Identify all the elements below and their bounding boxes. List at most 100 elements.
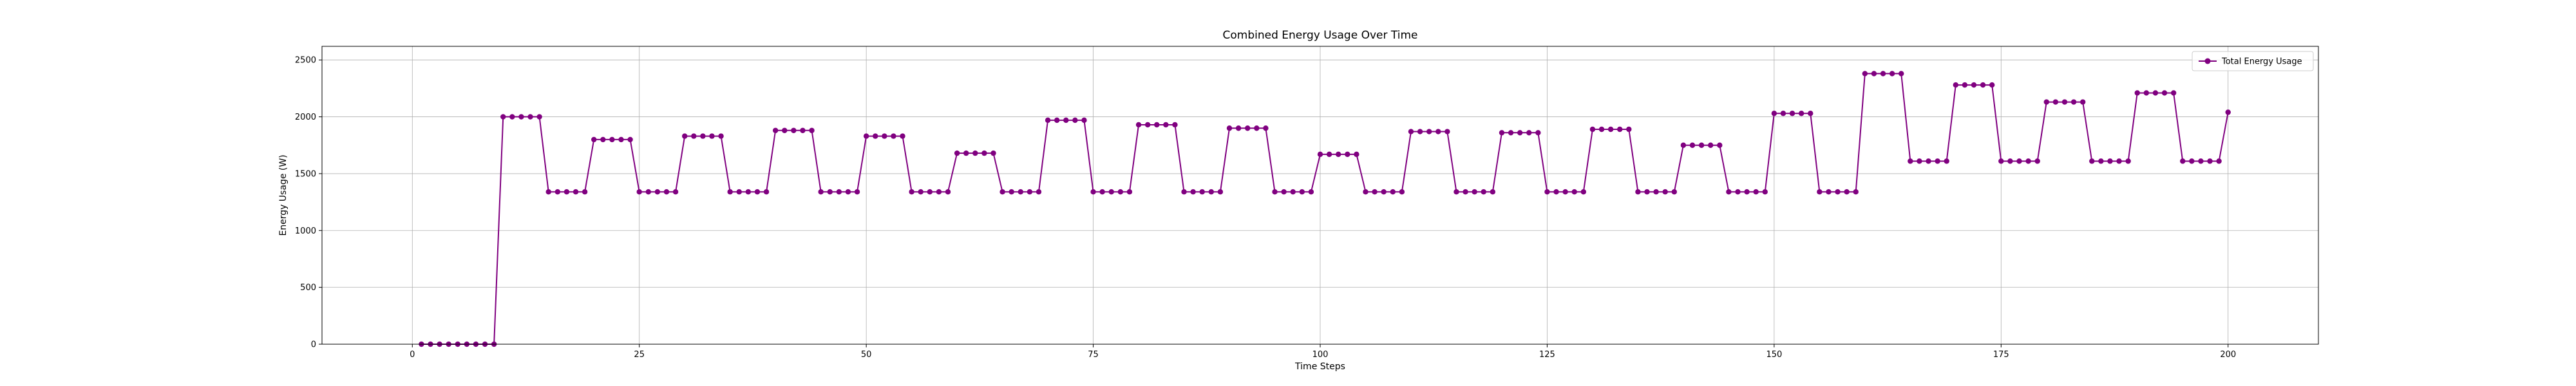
data-point-marker (1208, 189, 1215, 195)
data-point-marker (1771, 111, 1777, 116)
data-point-marker (2225, 109, 2231, 115)
data-point-marker (1354, 151, 1359, 158)
data-point-marker (1317, 151, 1323, 158)
data-point-marker (2170, 90, 2177, 96)
data-point-marker (1598, 126, 1605, 133)
y-axis-label: Energy Usage (W) (278, 154, 289, 235)
data-point-marker (927, 189, 933, 195)
data-point-marker (654, 189, 661, 195)
x-tick-label: 150 (1766, 350, 1782, 360)
data-point-marker (2143, 90, 2150, 96)
data-point-marker (1526, 130, 1532, 136)
data-point-marker (1953, 82, 1959, 88)
data-point-marker (1844, 189, 1850, 195)
data-point-marker (1689, 142, 1696, 148)
x-tick-label: 25 (634, 350, 645, 360)
data-point-marker (1072, 117, 1078, 124)
data-point-marker (1499, 130, 1505, 136)
data-point-marker (554, 189, 561, 195)
x-tick-label: 0 (410, 350, 415, 360)
x-tick-label: 50 (861, 350, 872, 360)
data-point-marker (1517, 130, 1523, 136)
x-tick-label: 75 (1088, 350, 1099, 360)
data-point-marker (1381, 189, 1387, 195)
data-point-marker (1290, 189, 1296, 195)
data-point-marker (600, 136, 606, 143)
data-point-marker (2152, 90, 2159, 96)
data-point-marker (1508, 130, 1514, 136)
data-point-marker (691, 133, 697, 139)
data-point-marker (1263, 125, 1269, 131)
data-point-marker (1408, 129, 1414, 134)
data-point-marker (2125, 158, 2131, 164)
data-point-marker (718, 133, 724, 139)
y-tick-label: 2000 (295, 113, 316, 122)
data-point-marker (2107, 158, 2113, 164)
data-point-marker (1435, 129, 1441, 134)
data-point-marker (1108, 189, 1114, 195)
data-point-marker (2034, 158, 2040, 164)
data-point-marker (1063, 117, 1069, 124)
legend-label: Total Energy Usage (2221, 57, 2302, 67)
data-point-marker (1245, 125, 1251, 131)
data-point-marker (1853, 189, 1859, 195)
data-point-marker (1045, 117, 1051, 124)
data-point-marker (1662, 189, 1668, 195)
data-point-marker (1544, 189, 1550, 195)
data-point-marker (1998, 158, 2004, 164)
data-point-marker (1680, 142, 1687, 148)
data-point-marker (963, 150, 969, 156)
data-point-marker (1463, 189, 1468, 195)
data-point-marker (2025, 158, 2031, 164)
x-tick-label: 125 (1539, 350, 1555, 360)
x-tick-label: 200 (2220, 350, 2236, 360)
data-point-marker (1135, 122, 1142, 128)
legend-box (2192, 51, 2314, 71)
x-axis-label: Time Steps (1294, 362, 1345, 372)
x-tick-label: 100 (1312, 350, 1329, 360)
data-point-marker (1054, 117, 1060, 124)
data-point-marker (1707, 142, 1714, 148)
data-point-marker (900, 133, 905, 139)
data-point-marker (918, 189, 923, 195)
data-point-marker (1817, 189, 1823, 195)
data-point-marker (1172, 122, 1178, 128)
data-point-marker (854, 189, 860, 195)
data-point-marker (1272, 189, 1278, 195)
data-point-marker (1726, 189, 1732, 195)
data-point-marker (2016, 158, 2022, 164)
data-point-marker (1762, 189, 1768, 195)
data-point-marker (2098, 158, 2104, 164)
data-point-marker (1635, 189, 1641, 195)
data-point-marker (2207, 158, 2213, 164)
data-point-marker (1880, 71, 1886, 77)
data-point-marker (1835, 189, 1841, 195)
data-point-marker (1980, 82, 1986, 88)
data-point-marker (836, 189, 842, 195)
data-point-marker (700, 133, 706, 139)
data-point-marker (582, 189, 588, 195)
data-point-marker (1571, 189, 1577, 195)
data-point-marker (2180, 158, 2186, 164)
data-point-marker (1226, 125, 1233, 131)
data-point-marker (2216, 158, 2222, 164)
data-point-marker (1617, 126, 1623, 133)
data-point-marker (1426, 129, 1432, 134)
data-point-marker (518, 114, 524, 120)
data-point-marker (981, 150, 987, 156)
data-point-marker (1580, 189, 1587, 195)
data-point-marker (1798, 111, 1804, 116)
data-point-marker (1735, 189, 1741, 195)
data-point-marker (1908, 158, 1913, 164)
data-point-marker (772, 127, 779, 133)
data-point-marker (2052, 99, 2059, 105)
data-point-marker (1989, 82, 1995, 88)
axis-ticks: 0 25 50 75 100 125 150 175 200050010001500200025… (295, 56, 2236, 360)
data-point-marker (2089, 158, 2095, 164)
data-point-marker (1644, 189, 1650, 195)
data-point-marker (609, 136, 615, 143)
data-point-marker (1935, 158, 1940, 164)
legend-marker-swatch (2204, 58, 2211, 64)
data-point-marker (1199, 189, 1205, 195)
